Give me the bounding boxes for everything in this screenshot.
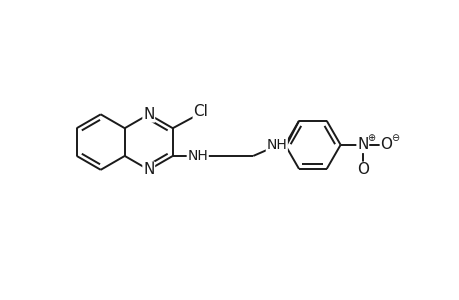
Text: O: O: [356, 162, 368, 177]
Text: ⊖: ⊖: [391, 133, 398, 143]
Text: NH: NH: [187, 149, 207, 163]
Text: N: N: [143, 107, 154, 122]
Text: Cl: Cl: [193, 104, 208, 119]
Text: N: N: [143, 162, 154, 177]
Text: NH: NH: [266, 138, 286, 152]
Text: N: N: [356, 137, 368, 152]
Text: O: O: [380, 137, 392, 152]
Text: ⊕: ⊕: [366, 133, 374, 143]
